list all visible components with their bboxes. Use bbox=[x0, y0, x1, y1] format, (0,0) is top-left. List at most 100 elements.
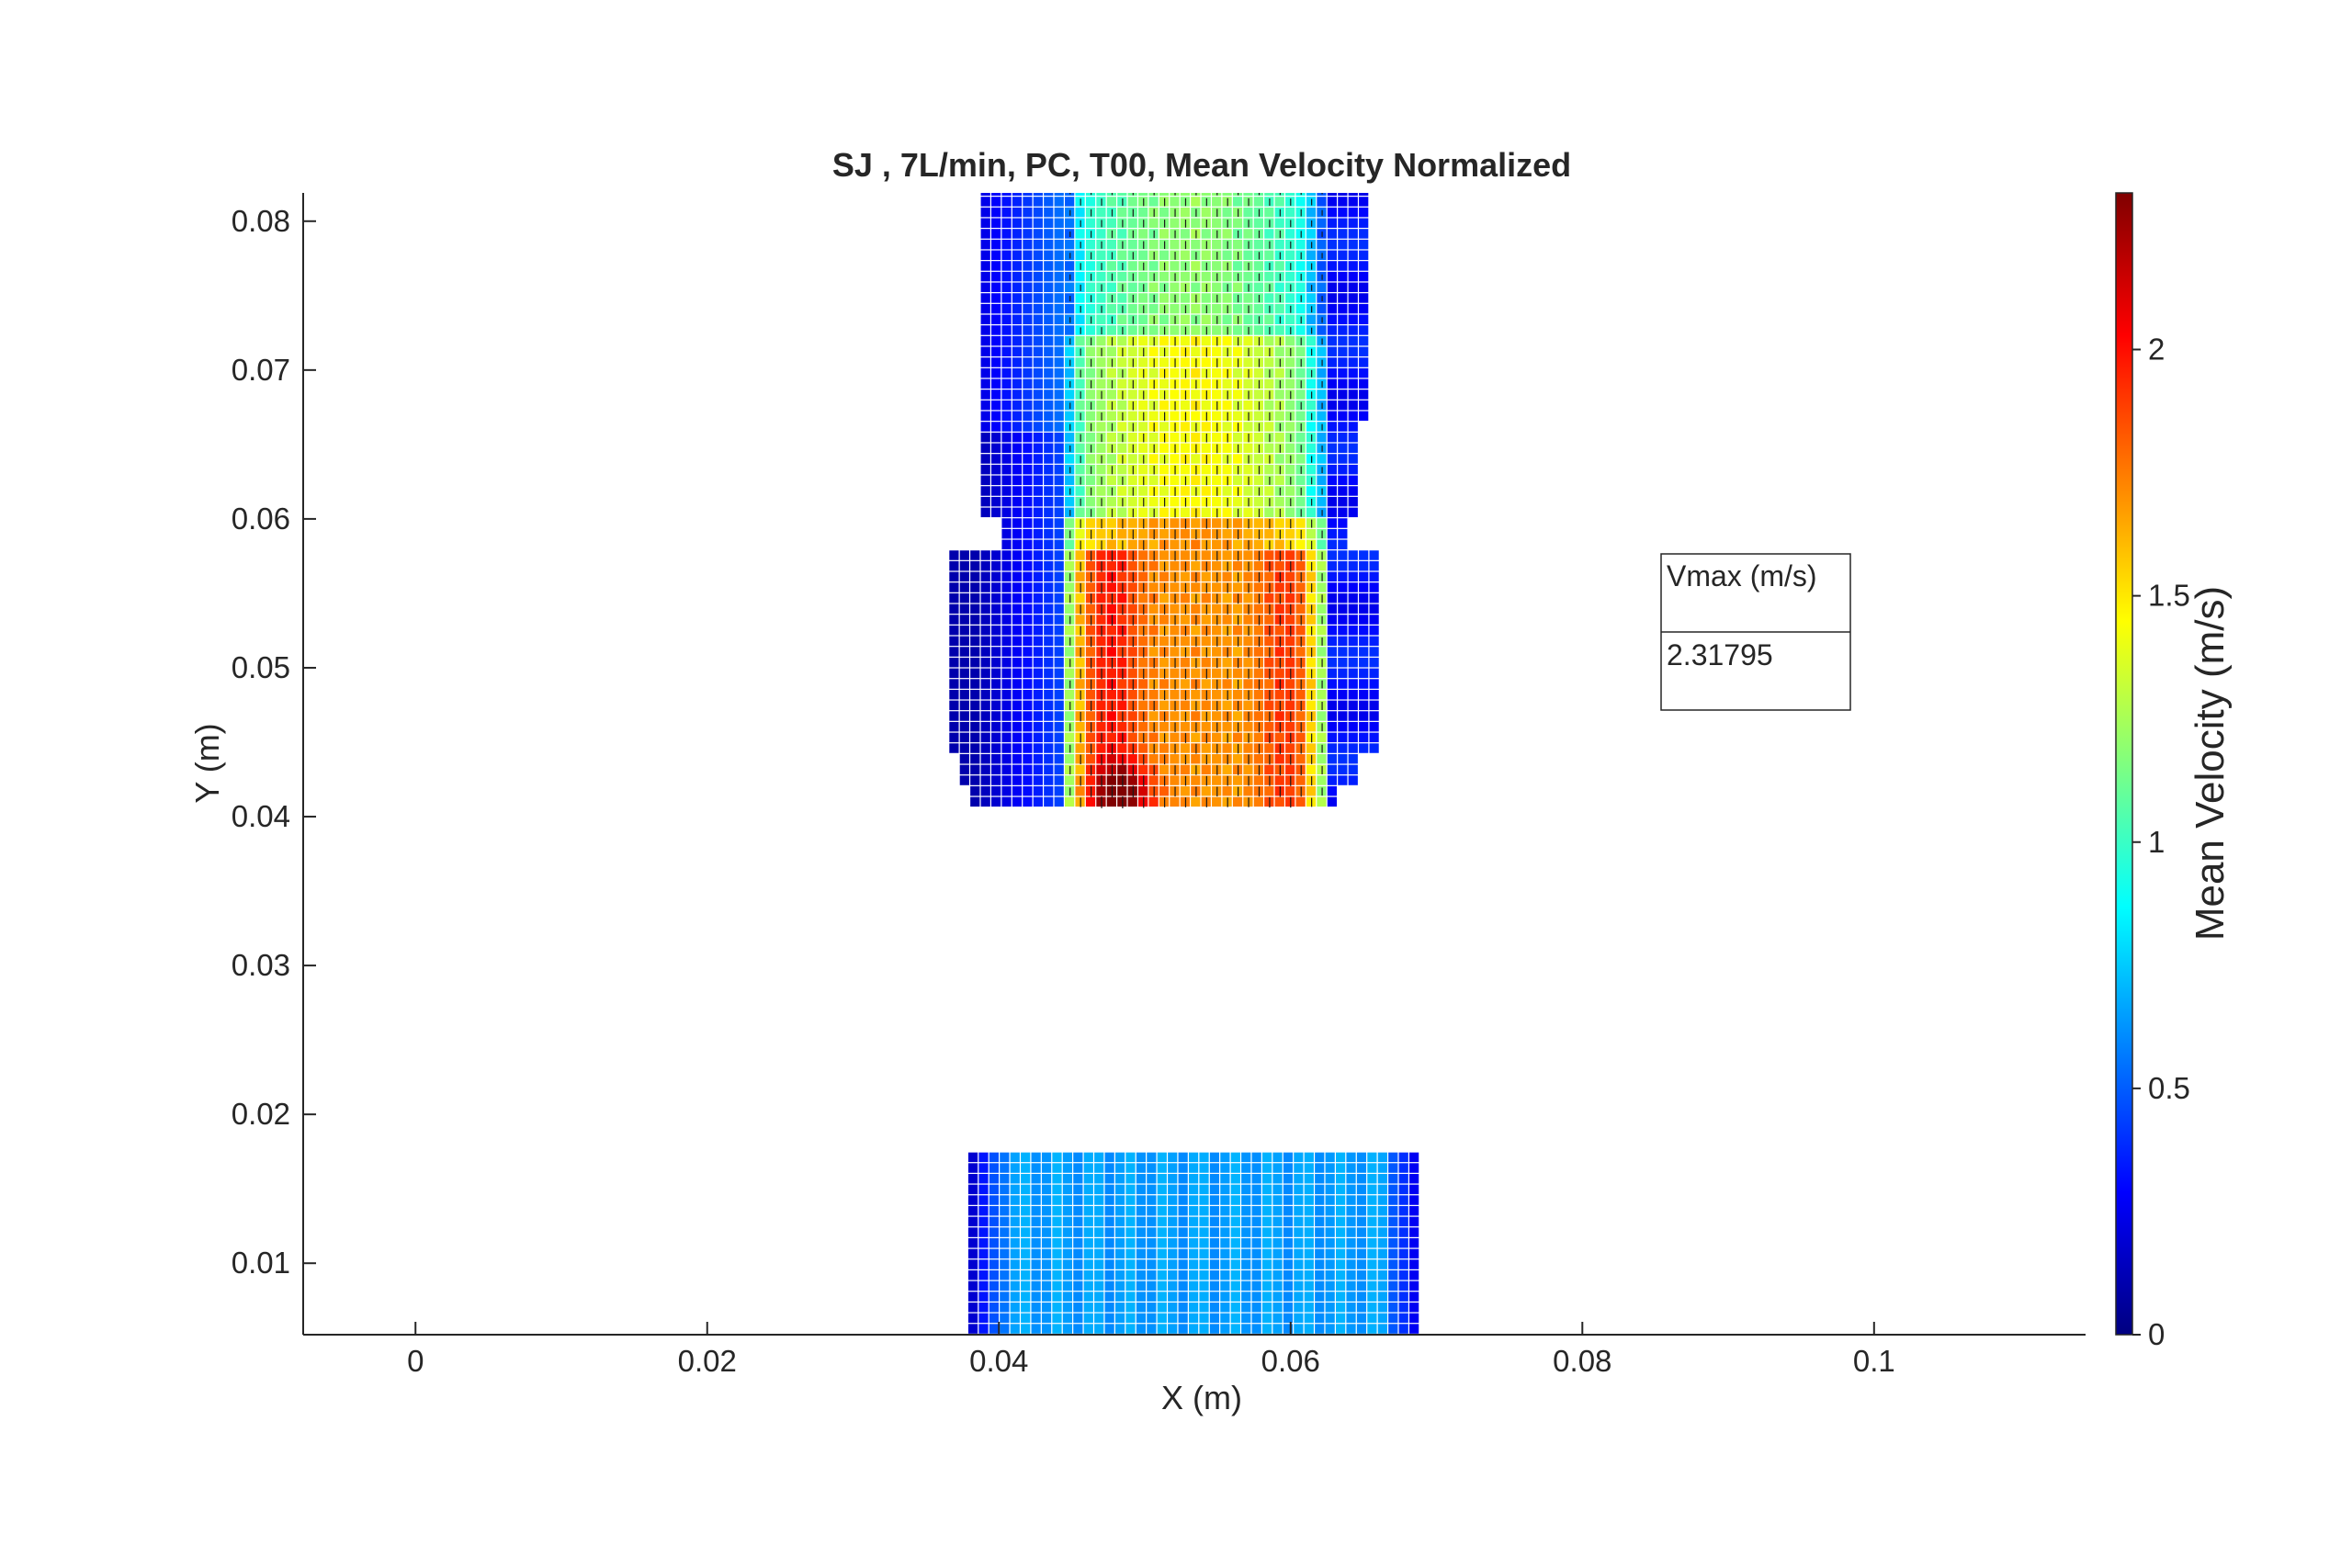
lower-cell bbox=[1062, 1173, 1073, 1184]
lower-cell bbox=[1335, 1292, 1346, 1302]
upper-cell bbox=[1327, 400, 1338, 411]
lower-cell bbox=[1010, 1227, 1020, 1237]
upper-cell bbox=[1348, 475, 1358, 486]
upper-cell bbox=[1033, 679, 1043, 689]
upper-cell bbox=[1338, 207, 1348, 218]
upper-cell bbox=[1264, 207, 1274, 218]
upper-cell bbox=[1191, 454, 1201, 464]
upper-cell bbox=[1201, 314, 1211, 325]
upper-cell bbox=[959, 636, 969, 647]
upper-cell bbox=[1191, 657, 1201, 668]
upper-cell bbox=[1065, 357, 1075, 367]
upper-cell bbox=[1033, 282, 1043, 293]
lower-cell bbox=[1356, 1216, 1367, 1227]
lower-cell bbox=[1398, 1313, 1408, 1324]
upper-cell bbox=[1033, 293, 1043, 303]
lower-cell bbox=[1230, 1205, 1240, 1216]
upper-cell bbox=[1159, 636, 1170, 647]
upper-cell bbox=[1327, 668, 1338, 679]
upper-cell bbox=[991, 475, 1001, 486]
lower-cell bbox=[1294, 1163, 1304, 1173]
upper-cell bbox=[1285, 582, 1295, 592]
upper-cell bbox=[1285, 647, 1295, 657]
upper-cell bbox=[1044, 464, 1054, 475]
upper-cell bbox=[1359, 239, 1369, 250]
upper-cell bbox=[1274, 647, 1284, 657]
upper-cell bbox=[1191, 582, 1201, 592]
lower-cell bbox=[1157, 1184, 1167, 1195]
upper-cell bbox=[980, 496, 990, 507]
upper-cell bbox=[991, 636, 1001, 647]
upper-cell bbox=[1338, 550, 1348, 560]
lower-cell bbox=[1073, 1184, 1083, 1195]
lower-cell bbox=[1188, 1280, 1199, 1292]
lower-cell bbox=[989, 1195, 1000, 1205]
upper-cell bbox=[1033, 615, 1043, 625]
upper-cell bbox=[1096, 700, 1106, 711]
upper-cell bbox=[1117, 314, 1127, 325]
upper-cell bbox=[1295, 443, 1306, 454]
upper-cell bbox=[1033, 539, 1043, 550]
upper-cell bbox=[1359, 357, 1369, 367]
upper-cell bbox=[1338, 528, 1348, 539]
upper-cell bbox=[1075, 560, 1085, 571]
lower-cell bbox=[1272, 1152, 1283, 1163]
upper-cell bbox=[1065, 668, 1075, 679]
lower-cell bbox=[1104, 1248, 1114, 1259]
upper-cell bbox=[1127, 711, 1137, 721]
upper-cell bbox=[1054, 689, 1064, 700]
lower-cell bbox=[1094, 1195, 1104, 1205]
upper-cell bbox=[1212, 432, 1222, 443]
lower-cell bbox=[1073, 1173, 1083, 1184]
upper-cell bbox=[1212, 604, 1222, 615]
upper-cell bbox=[1338, 668, 1348, 679]
upper-cell bbox=[970, 700, 980, 711]
upper-cell bbox=[1012, 796, 1023, 807]
upper-cell bbox=[1274, 389, 1284, 400]
upper-cell bbox=[1285, 335, 1295, 346]
upper-cell bbox=[1274, 604, 1284, 615]
lower-cell bbox=[1073, 1216, 1083, 1227]
upper-cell bbox=[1253, 689, 1263, 700]
upper-cell bbox=[980, 464, 990, 475]
lower-cell bbox=[1168, 1205, 1178, 1216]
upper-cell bbox=[980, 389, 990, 400]
lower-cell bbox=[1178, 1303, 1188, 1313]
upper-cell bbox=[1338, 239, 1348, 250]
upper-cell bbox=[1253, 507, 1263, 518]
upper-cell bbox=[1295, 293, 1306, 303]
upper-cell bbox=[1295, 282, 1306, 293]
upper-cell bbox=[1222, 560, 1232, 571]
upper-cell bbox=[959, 647, 969, 657]
upper-cell bbox=[1243, 422, 1253, 432]
upper-cell bbox=[1327, 314, 1338, 325]
upper-cell bbox=[1023, 507, 1033, 518]
upper-cell bbox=[1033, 721, 1043, 732]
upper-cell bbox=[1317, 518, 1327, 528]
upper-cell bbox=[1317, 560, 1327, 571]
upper-cell bbox=[1274, 229, 1284, 239]
upper-cell bbox=[1274, 335, 1284, 346]
lower-cell bbox=[1114, 1237, 1125, 1248]
upper-cell bbox=[1138, 335, 1148, 346]
upper-cell bbox=[1317, 432, 1327, 443]
upper-cell bbox=[949, 592, 959, 604]
upper-cell bbox=[1075, 261, 1085, 271]
lower-cell bbox=[967, 1269, 978, 1280]
upper-cell bbox=[980, 335, 990, 346]
upper-cell bbox=[1012, 592, 1023, 604]
upper-cell bbox=[1159, 357, 1170, 367]
upper-cell bbox=[1044, 700, 1054, 711]
upper-cell bbox=[1044, 647, 1054, 657]
upper-cell bbox=[970, 582, 980, 592]
upper-cell bbox=[1232, 454, 1243, 464]
lower-cell bbox=[1168, 1303, 1178, 1313]
lower-cell bbox=[1178, 1237, 1188, 1248]
lower-cell bbox=[1188, 1152, 1199, 1163]
upper-cell bbox=[1317, 367, 1327, 378]
upper-cell bbox=[1274, 764, 1284, 775]
lower-cell bbox=[1251, 1292, 1261, 1302]
lower-cell bbox=[1409, 1292, 1419, 1302]
upper-cell bbox=[1033, 464, 1043, 475]
upper-cell bbox=[1232, 764, 1243, 775]
